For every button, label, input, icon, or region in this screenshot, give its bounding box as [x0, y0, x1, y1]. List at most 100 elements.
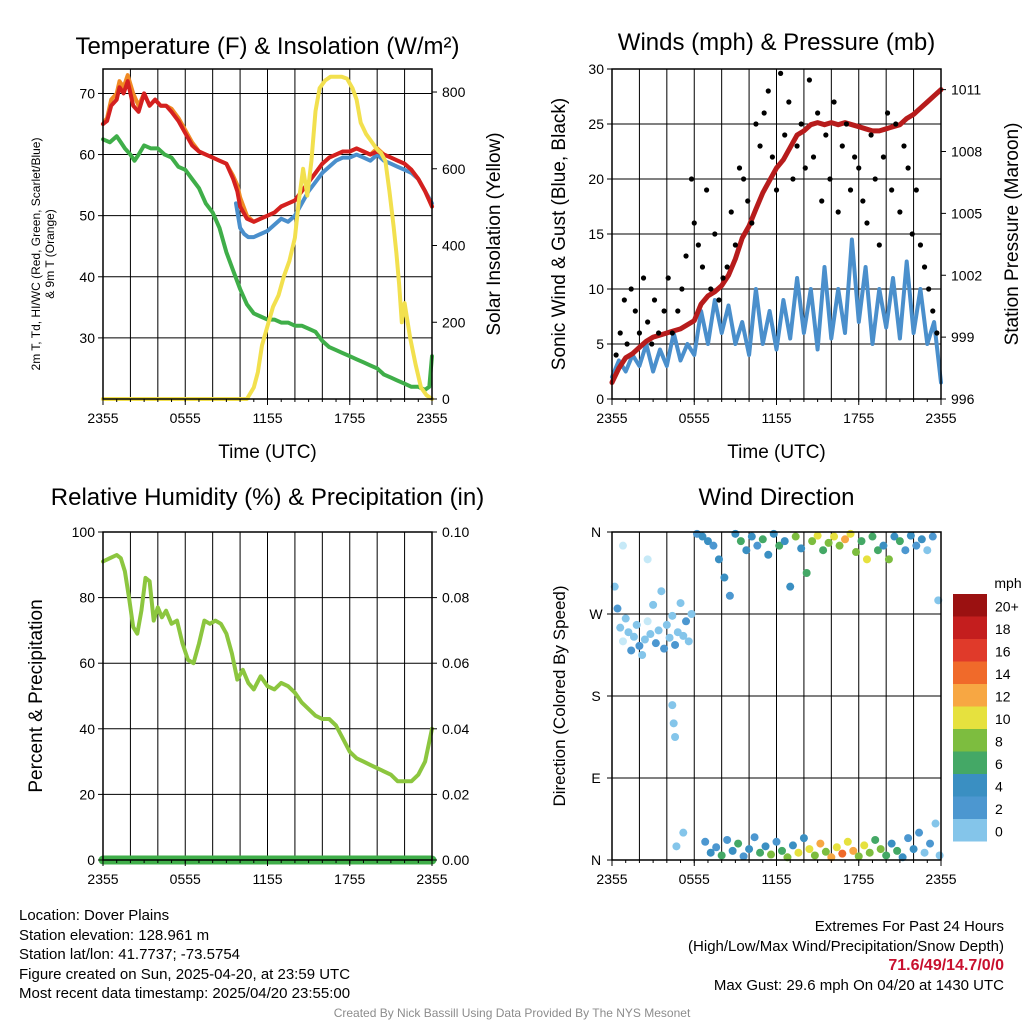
colorbar-swatch — [953, 774, 987, 797]
direction-point — [901, 546, 910, 555]
gust-point — [917, 242, 924, 248]
x-tick-label: 0555 — [679, 410, 710, 426]
direction-point — [906, 531, 915, 540]
direction-point — [756, 848, 765, 857]
direction-point — [731, 529, 740, 538]
direction-point — [739, 852, 748, 861]
y-tick-label: 60 — [79, 147, 95, 163]
gust-point — [815, 110, 821, 116]
direction-point — [668, 701, 677, 710]
colorbar-swatch — [953, 819, 987, 842]
y-tick-label: 60 — [79, 655, 95, 671]
gust-point — [665, 275, 671, 281]
x-tick-label: 2355 — [925, 410, 956, 426]
direction-point — [717, 851, 726, 860]
direction-point — [915, 828, 924, 837]
y-tick-label: 10 — [588, 281, 604, 297]
direction-point — [657, 587, 666, 596]
y-axis-label: & 9m T (Orange) — [43, 209, 57, 299]
series-line — [234, 152, 434, 240]
colorbar-swatch — [953, 751, 987, 774]
y2-tick-label: 999 — [951, 329, 975, 345]
gust-point — [778, 70, 784, 76]
direction-point — [665, 633, 674, 642]
x-tick-label: 2355 — [87, 871, 118, 887]
direction-point — [725, 591, 734, 600]
direction-point — [616, 623, 625, 632]
direction-point — [643, 617, 652, 626]
credit-line: Created By Nick Bassill Using Data Provi… — [333, 1006, 691, 1020]
direction-point — [772, 837, 781, 846]
direction-point — [780, 537, 789, 546]
colorbar-swatch — [953, 616, 987, 639]
gust-point — [835, 209, 841, 215]
direction-point — [813, 531, 822, 540]
direction-point — [816, 839, 825, 848]
gust-point — [765, 88, 771, 94]
gust-point — [864, 220, 870, 226]
chart-title: Wind Direction — [698, 484, 854, 511]
colorbar-label: mph — [994, 575, 1021, 591]
series-line — [610, 237, 943, 385]
series-line — [101, 134, 434, 392]
y2-tick-label: 0.04 — [442, 721, 469, 737]
gust-point — [790, 176, 796, 182]
gust-point — [905, 165, 911, 171]
gust-point — [860, 198, 866, 204]
direction-point — [676, 599, 685, 608]
y2-tick-label: 1008 — [951, 144, 982, 160]
series-line — [101, 553, 434, 784]
y-tick-label: 40 — [79, 721, 95, 737]
gust-point — [645, 319, 651, 325]
direction-point — [865, 848, 874, 857]
gust-point — [856, 165, 862, 171]
direction-point — [890, 532, 899, 541]
y-tick-label: 20 — [79, 786, 95, 802]
colorbar-tick-label: 14 — [995, 666, 1011, 682]
direction-point — [928, 532, 937, 541]
direction-point — [646, 630, 655, 639]
direction-point — [672, 842, 681, 851]
direction-point — [618, 541, 627, 550]
direction-point — [893, 846, 902, 855]
direction-point — [720, 573, 729, 582]
direction-point — [643, 555, 652, 564]
gust-point — [798, 121, 804, 127]
direction-point — [849, 846, 858, 855]
colorbar-tick-label: 0 — [995, 823, 1003, 839]
gust-point — [806, 77, 813, 83]
y2-tick-label: 0 — [442, 391, 450, 407]
gust-point — [640, 275, 647, 281]
extremes-subtitle: (High/Low/Max Wind/Precipitation/Snow De… — [688, 937, 1004, 955]
direction-point — [857, 537, 866, 546]
gust-point — [661, 308, 667, 314]
direction-point — [923, 546, 932, 555]
x-tick-label: 2355 — [596, 410, 627, 426]
direction-point — [841, 535, 850, 544]
chart-title: Relative Humidity (%) & Precipitation (i… — [51, 484, 484, 511]
x-axis-label: Time (UTC) — [218, 442, 317, 463]
gust-point — [893, 121, 899, 127]
gust-point — [716, 297, 722, 303]
direction-point — [777, 846, 786, 855]
direction-point — [761, 842, 770, 851]
gust-point — [691, 220, 697, 226]
x-tick-label: 1755 — [334, 410, 365, 426]
direction-point — [660, 644, 669, 653]
direction-point — [791, 532, 800, 541]
gust-point — [669, 330, 675, 336]
direction-point — [758, 535, 767, 544]
direction-point — [632, 620, 641, 629]
gust-point — [786, 99, 792, 105]
direction-point — [627, 646, 636, 655]
gust-point — [757, 143, 763, 149]
gust-point — [823, 132, 829, 138]
colorbar-tick-label: 8 — [995, 733, 1003, 749]
gust-point — [876, 242, 882, 248]
direction-point — [799, 834, 808, 843]
direction-point — [682, 617, 691, 626]
direction-point — [712, 843, 721, 852]
x-tick-label: 0555 — [170, 410, 201, 426]
gust-point — [831, 99, 837, 105]
